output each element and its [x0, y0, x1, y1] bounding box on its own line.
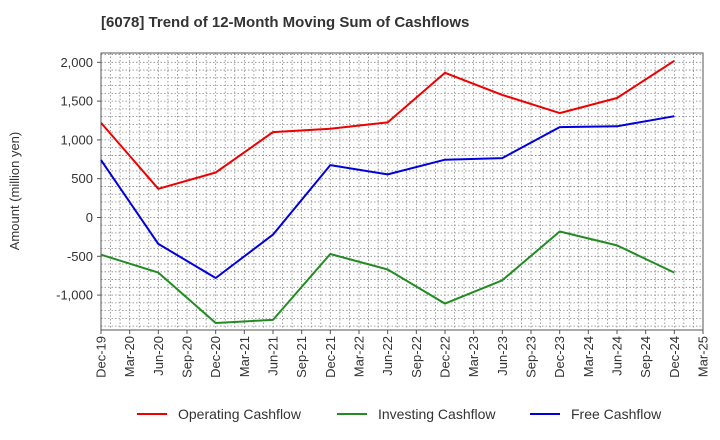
x-tick-label: Sep-20	[180, 336, 195, 378]
plot-frame	[100, 52, 704, 331]
series-lines	[100, 59, 675, 324]
x-tick-label: Jun-21	[266, 336, 281, 376]
x-tick-label: Dec-21	[323, 336, 338, 378]
x-tick-label: Mar-22	[352, 336, 367, 377]
x-tick-label: Jun-23	[495, 336, 510, 376]
x-tick-label: Sep-24	[638, 336, 653, 378]
y-axis-ticks: 2,000 1,500 1,000 500 0 -500 -1,000	[56, 55, 101, 303]
y-tick-label: 500	[71, 171, 93, 186]
x-tick-label: Mar-21	[237, 336, 252, 377]
x-tick-label: Dec-19	[94, 336, 109, 378]
x-tick-label: Sep-23	[524, 336, 539, 378]
x-tick-label: Dec-24	[667, 336, 682, 378]
x-tick-label: Dec-20	[208, 336, 223, 378]
free-cashflow-line	[100, 115, 675, 279]
y-tick-label: -500	[67, 249, 93, 264]
y-tick-label: 2,000	[60, 55, 93, 70]
x-tick-label: Mar-20	[122, 336, 137, 377]
y-tick-label: 1,000	[60, 132, 93, 147]
x-tick-label: Mar-23	[466, 336, 481, 377]
y-tick-label: 1,500	[60, 94, 93, 109]
chart-title: [6078] Trend of 12-Month Moving Sum of C…	[101, 14, 470, 31]
x-tick-label: Sep-21	[294, 336, 309, 378]
x-tick-label: Dec-23	[552, 336, 567, 378]
y-axis-label: Amount (million yen)	[7, 132, 22, 251]
free-cashflow-legend-label: Free Cashflow	[571, 406, 662, 422]
x-tick-label: Jun-20	[151, 336, 166, 376]
y-tick-label: -1,000	[56, 288, 93, 303]
x-tick-label: Sep-22	[409, 336, 424, 378]
legend: Operating Cashflow Investing Cashflow Free…	[137, 406, 662, 422]
investing-cashflow-legend-label: Investing Cashflow	[378, 406, 496, 422]
x-tick-label: Mar-25	[696, 336, 711, 377]
operating-cashflow-line	[100, 59, 675, 190]
x-tick-label: Jun-22	[380, 336, 395, 376]
y-tick-label: 0	[86, 210, 93, 225]
investing-cashflow-line	[100, 230, 675, 324]
x-tick-label: Mar-24	[581, 336, 596, 377]
x-tick-label: Dec-22	[438, 336, 453, 378]
grid	[101, 53, 703, 330]
x-tick-label: Jun-24	[610, 336, 625, 376]
x-axis-ticks: Dec-19 Mar-20 Jun-20 Sep-20 Dec-20 Mar-21 Jun-…	[94, 330, 711, 378]
operating-cashflow-legend-label: Operating Cashflow	[178, 406, 302, 422]
